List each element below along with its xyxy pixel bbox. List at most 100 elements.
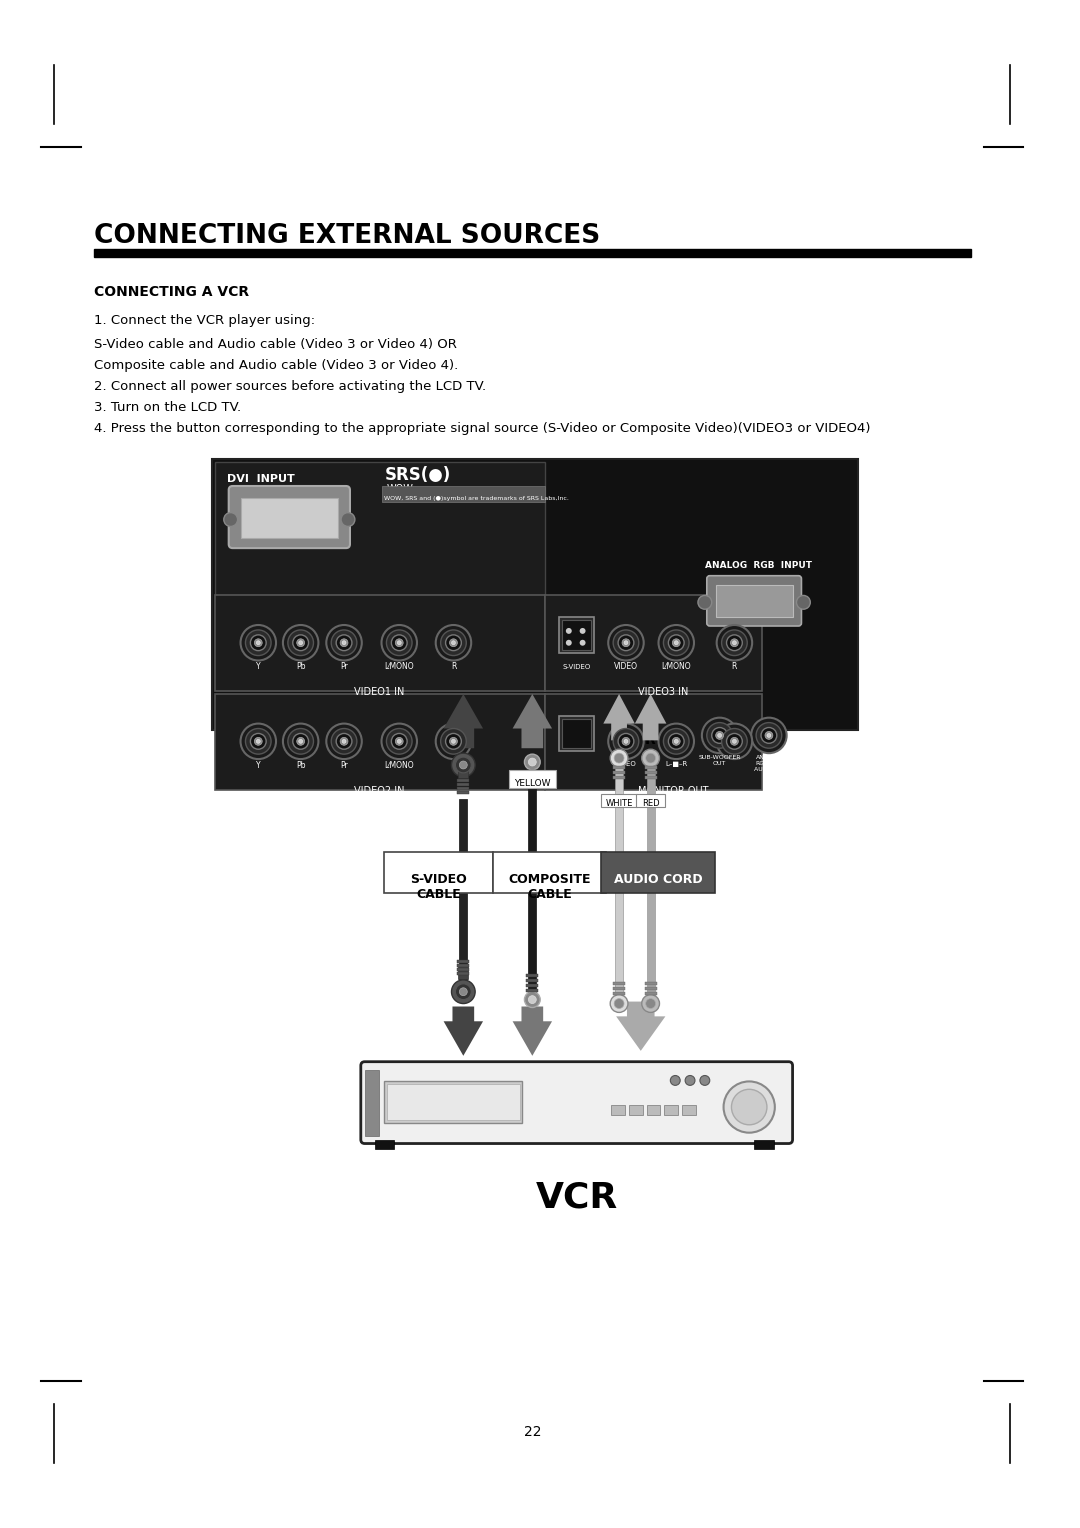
Circle shape [342, 740, 346, 743]
Circle shape [446, 634, 461, 651]
Circle shape [283, 625, 319, 660]
Circle shape [615, 999, 624, 1008]
Text: VIDEO: VIDEO [616, 761, 637, 767]
Circle shape [288, 630, 313, 656]
Bar [611, 1105, 625, 1115]
Circle shape [381, 724, 417, 759]
Circle shape [245, 729, 271, 755]
Circle shape [642, 749, 660, 767]
Circle shape [326, 724, 362, 759]
Text: Y: Y [256, 761, 260, 770]
Circle shape [724, 1082, 774, 1132]
Bar [629, 1105, 643, 1115]
FancyArrow shape [513, 694, 552, 749]
Circle shape [727, 733, 742, 749]
Bar [562, 718, 592, 749]
Circle shape [702, 718, 738, 753]
Circle shape [395, 639, 403, 646]
Circle shape [441, 729, 467, 755]
Circle shape [224, 512, 238, 527]
Bar [526, 989, 538, 992]
Circle shape [646, 753, 656, 762]
Bar [645, 772, 657, 773]
Bar [559, 617, 594, 652]
Text: AUDIO CORD: AUDIO CORD [615, 874, 703, 886]
Bar [458, 779, 469, 782]
Circle shape [618, 733, 634, 749]
Text: L⁄MONO: L⁄MONO [661, 663, 691, 671]
Circle shape [669, 733, 684, 749]
Bar [458, 782, 469, 785]
Circle shape [566, 628, 571, 634]
Bar [602, 793, 637, 807]
Circle shape [340, 738, 348, 746]
Circle shape [283, 724, 319, 759]
Bar [613, 983, 625, 986]
FancyArrow shape [444, 1007, 483, 1056]
Circle shape [669, 634, 684, 651]
Circle shape [256, 740, 260, 743]
Circle shape [659, 724, 694, 759]
Text: R: R [450, 663, 456, 671]
Circle shape [449, 738, 458, 746]
Bar [645, 776, 657, 779]
Bar [526, 779, 538, 782]
Circle shape [256, 640, 260, 645]
Circle shape [340, 639, 348, 646]
Text: R: R [645, 733, 656, 747]
Bar [492, 851, 606, 894]
Circle shape [451, 640, 456, 645]
Bar [458, 787, 469, 790]
Circle shape [336, 634, 352, 651]
Text: COMPOSITE
CABLE: COMPOSITE CABLE [509, 874, 592, 902]
Bar [458, 764, 469, 778]
Circle shape [624, 640, 627, 645]
Circle shape [580, 640, 585, 646]
Circle shape [671, 1076, 680, 1085]
Text: VIDEO: VIDEO [613, 663, 638, 671]
Bar [647, 1105, 661, 1115]
Circle shape [716, 732, 724, 740]
Circle shape [797, 596, 810, 610]
Bar [645, 987, 657, 990]
Circle shape [332, 729, 356, 755]
Circle shape [245, 630, 271, 656]
Circle shape [241, 625, 276, 660]
Text: WOW: WOW [387, 484, 414, 494]
Circle shape [387, 729, 413, 755]
Circle shape [525, 992, 540, 1007]
Circle shape [761, 727, 777, 743]
Circle shape [580, 628, 585, 634]
Bar [716, 585, 793, 617]
Circle shape [528, 758, 537, 766]
Text: VIDEO1 IN: VIDEO1 IN [354, 688, 405, 697]
Circle shape [341, 512, 355, 527]
Circle shape [251, 733, 266, 749]
Circle shape [685, 1076, 694, 1085]
Bar [645, 766, 657, 769]
Text: Pb: Pb [296, 663, 306, 671]
Circle shape [381, 625, 417, 660]
Text: L⁄MONO: L⁄MONO [384, 761, 414, 770]
Circle shape [451, 740, 456, 743]
Circle shape [441, 630, 467, 656]
Circle shape [721, 630, 747, 656]
Circle shape [451, 979, 475, 1004]
Circle shape [251, 634, 266, 651]
Bar [365, 1070, 379, 1135]
Bar [562, 620, 592, 649]
Text: Pb: Pb [296, 761, 306, 770]
Circle shape [756, 723, 782, 749]
Text: 22: 22 [524, 1426, 541, 1439]
Bar [545, 596, 762, 691]
Text: ANALOG
RGB/DVI
AUDIO IN: ANALOG RGB/DVI AUDIO IN [754, 755, 783, 772]
Circle shape [613, 729, 638, 755]
Circle shape [730, 738, 739, 746]
Text: VIDEO2 IN: VIDEO2 IN [354, 785, 405, 796]
Circle shape [288, 729, 313, 755]
Bar [215, 463, 545, 596]
Circle shape [293, 733, 309, 749]
Circle shape [706, 723, 732, 749]
Bar [602, 851, 715, 894]
Bar [613, 766, 625, 769]
